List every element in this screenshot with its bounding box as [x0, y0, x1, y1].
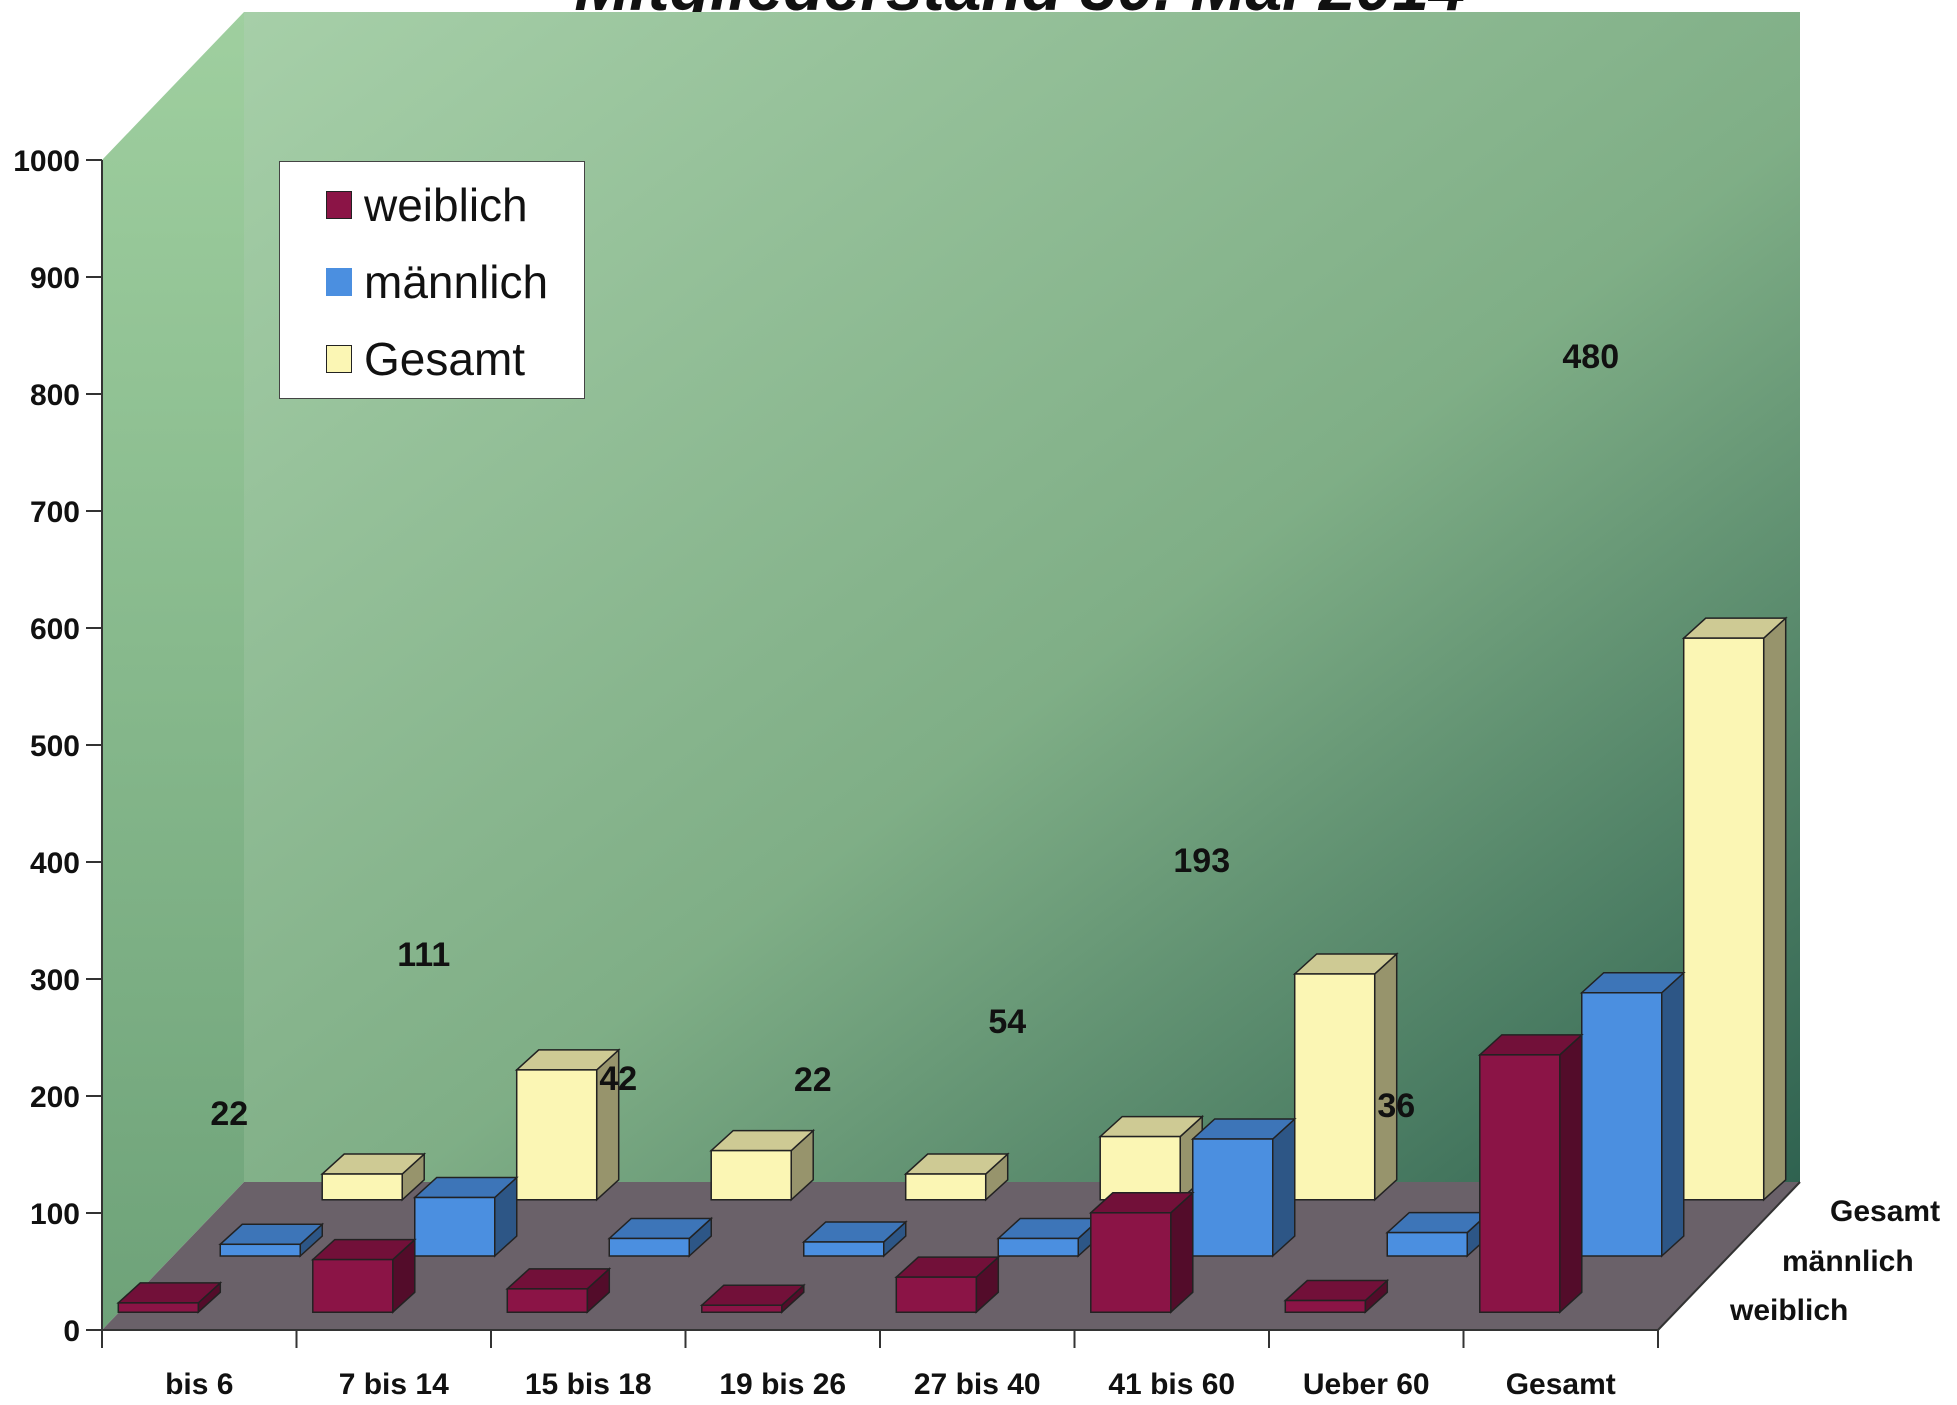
bar-weiblich-2	[505, 1267, 612, 1314]
bar-side	[1373, 952, 1398, 1202]
bar-gesamt-0	[320, 1152, 427, 1202]
y-tick-label: 1000	[13, 145, 80, 178]
x-tick-label: 19 bis 26	[719, 1368, 846, 1401]
x-tick-label: 41 bis 60	[1108, 1368, 1235, 1401]
legend-swatch-maennlich	[326, 268, 352, 296]
bar-weiblich-0	[116, 1281, 223, 1314]
bar-front	[1090, 1212, 1172, 1313]
bar-weiblich-1	[310, 1237, 417, 1314]
x-tick-label: Gesamt	[1506, 1368, 1616, 1401]
bar-männlich-4	[996, 1216, 1103, 1258]
y-tick-label: 800	[30, 379, 80, 412]
depth-axis-line	[1657, 1181, 1801, 1331]
x-tick-label: 7 bis 14	[339, 1368, 449, 1401]
bar-gesamt-2	[709, 1128, 816, 1202]
bar-front	[515, 1069, 598, 1201]
bar-weiblich-6	[1283, 1278, 1390, 1314]
legend: weiblich männlich Gesamt	[279, 161, 585, 399]
bar-männlich-1	[412, 1175, 519, 1258]
bar-front	[219, 1243, 301, 1257]
legend-item-weiblich: weiblich	[326, 179, 528, 231]
bar-front	[506, 1288, 589, 1313]
x-tick-label: 27 bis 40	[914, 1368, 1041, 1401]
bar-weiblich-5	[1088, 1191, 1195, 1314]
bar-gesamt-3	[903, 1152, 1010, 1202]
bar-side	[1762, 616, 1787, 1202]
bar-weiblich-7	[1477, 1033, 1584, 1314]
bar-weiblich-4	[894, 1255, 1001, 1314]
bar-front	[1284, 1299, 1367, 1313]
x-tick-label: Ueber 60	[1303, 1368, 1430, 1401]
y-tick-label: 400	[30, 847, 80, 880]
bar-männlich-3	[801, 1220, 908, 1258]
legend-label-gesamt: Gesamt	[364, 333, 526, 385]
bar-side	[1559, 1033, 1583, 1314]
bar-front	[1682, 637, 1765, 1201]
bar-gesamt-1	[514, 1048, 621, 1202]
bar-side	[1272, 1117, 1296, 1258]
y-tick-label: 200	[30, 1081, 80, 1114]
depth-tick-label: männlich	[1782, 1245, 1914, 1278]
y-tick-label: 100	[30, 1198, 80, 1231]
depth-tick-label: weiblich	[1729, 1294, 1848, 1327]
y-tick-label: 900	[30, 262, 80, 295]
data-label: 36	[1377, 1087, 1415, 1125]
bar-front	[803, 1241, 885, 1257]
data-label: 54	[988, 1003, 1026, 1041]
bar-front	[1581, 992, 1663, 1257]
bar-front	[997, 1237, 1079, 1257]
legend-item-maennlich: männlich	[326, 256, 548, 308]
y-tick-label: 700	[30, 496, 80, 529]
bar-front	[701, 1304, 783, 1313]
bar-front	[1386, 1231, 1468, 1257]
bar-front	[1293, 973, 1376, 1201]
legend-item-gesamt: Gesamt	[326, 333, 525, 385]
bar-front	[321, 1173, 403, 1201]
y-tick-label: 0	[63, 1315, 80, 1348]
bar-männlich-6	[1385, 1210, 1492, 1258]
legend-label-maennlich: männlich	[364, 256, 549, 308]
bar-männlich-5	[1190, 1117, 1297, 1258]
bar-front	[895, 1276, 978, 1313]
legend-swatch-weiblich	[326, 191, 352, 219]
y-tick-label: 300	[30, 964, 80, 997]
bar-front	[414, 1196, 496, 1257]
bar-front	[608, 1237, 690, 1257]
bar-front	[117, 1302, 200, 1313]
bar-side	[1661, 971, 1685, 1258]
bar-front	[1479, 1054, 1561, 1313]
side-wall	[102, 12, 244, 1330]
x-tick-label: bis 6	[165, 1368, 233, 1401]
bar-front	[312, 1258, 394, 1313]
data-label: 480	[1562, 338, 1619, 376]
data-label: 193	[1173, 842, 1230, 880]
bar-gesamt-7	[1681, 616, 1788, 1202]
bar-front	[1192, 1138, 1274, 1257]
legend-swatch-gesamt	[326, 345, 352, 373]
y-tick-label: 500	[30, 730, 80, 763]
bar-front	[710, 1149, 792, 1201]
bar-gesamt-5	[1292, 952, 1399, 1202]
legend-label-weiblich: weiblich	[364, 179, 528, 231]
back-wall	[244, 12, 1800, 1182]
x-tick-label: 15 bis 18	[525, 1368, 652, 1401]
depth-tick-label: Gesamt	[1830, 1195, 1940, 1228]
data-label: 22	[210, 1095, 248, 1133]
y-tick-label: 600	[30, 613, 80, 646]
bar-männlich-0	[218, 1222, 325, 1258]
bar-gesamt-4	[1098, 1114, 1205, 1202]
bar-front	[904, 1173, 987, 1201]
data-label: 111	[397, 936, 450, 974]
bar-männlich-7	[1579, 971, 1686, 1258]
bar-front	[1099, 1135, 1181, 1201]
data-label: 22	[794, 1061, 832, 1099]
bar-männlich-2	[607, 1216, 714, 1258]
bar-weiblich-3	[699, 1283, 806, 1314]
data-label: 42	[599, 1060, 637, 1098]
